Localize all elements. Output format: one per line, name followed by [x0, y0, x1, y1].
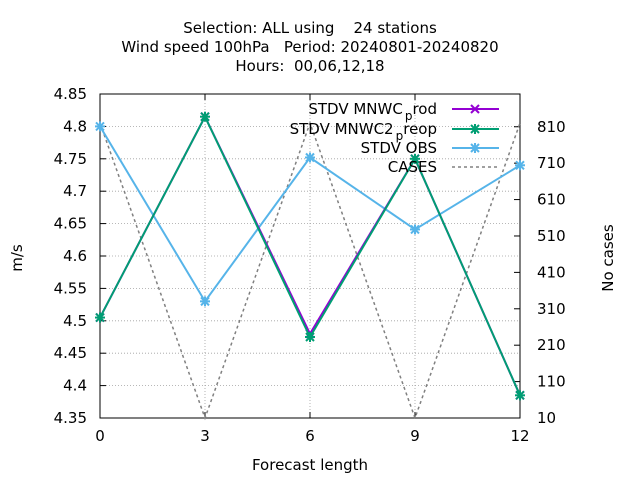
series-mnwc2_preop — [95, 111, 525, 401]
y-tick-label: 4.65 — [54, 215, 87, 233]
y2-tick-label: 310 — [537, 300, 566, 318]
legend-label-main: STDV OBS — [361, 139, 437, 157]
y-tick-label: 4.55 — [54, 279, 87, 297]
y2-tick-label: 510 — [537, 227, 566, 245]
y2-tick-label: 410 — [537, 263, 566, 281]
x-tick-label: 9 — [410, 427, 420, 445]
legend-label-tail: reop — [403, 120, 437, 138]
y-tick-label: 4.85 — [54, 85, 87, 103]
y-tick-label: 4.4 — [63, 377, 87, 395]
title-line-2: Wind speed 100hPa Period: 20240801-20240… — [121, 38, 498, 56]
series-cases — [99, 120, 521, 421]
y2-tick-label: 10 — [537, 409, 556, 427]
y2-axis-label: No cases — [599, 224, 617, 292]
series-obs — [95, 121, 525, 307]
title-line-1: Selection: ALL using 24 stations — [183, 19, 437, 37]
y-tick-label: 4.35 — [54, 409, 87, 427]
chart-title: Selection: ALL using 24 stations Wind sp… — [121, 19, 498, 75]
y2-tick-label: 710 — [537, 154, 566, 172]
x-tick-label: 12 — [510, 427, 529, 445]
series-line — [99, 120, 521, 421]
y-tick-label: 4.75 — [54, 150, 87, 168]
y2-tick-label: 110 — [537, 373, 566, 391]
y-tick-label: 4.8 — [63, 117, 87, 135]
x-tick-label: 0 — [95, 427, 105, 445]
y-tick-label: 4.6 — [63, 247, 87, 265]
x-tick-label: 3 — [200, 427, 210, 445]
y-tick-label: 4.7 — [63, 182, 87, 200]
legend-label: STDV MNWC2 preop — [290, 120, 437, 143]
plot-border — [99, 93, 521, 419]
axes: 0 3 6 9 12 4.35 4.4 4.45 4.5 4.55 4.6 4.65 4.7 4.75 4.… — [54, 85, 566, 445]
y-tick-label: 4.5 — [63, 312, 87, 330]
y2-tick-label: 610 — [537, 191, 566, 209]
series-layer — [95, 111, 525, 421]
grid — [100, 94, 520, 418]
legend-label-sub: p — [405, 109, 413, 123]
legend-label-main: STDV MNWC — [308, 100, 402, 118]
data-point-marker — [470, 104, 480, 114]
x-tick-label: 6 — [305, 427, 315, 445]
x-axis-label: Forecast length — [252, 456, 368, 474]
legend-label-main: CASES — [388, 158, 437, 176]
y-axis-label: m/s — [8, 244, 26, 272]
legend-label-tail: rod — [412, 100, 437, 118]
legend-label-main: STDV MNWC2 — [290, 120, 394, 138]
y2-tick-label: 210 — [537, 336, 566, 354]
legend-label: CASES — [388, 158, 437, 176]
title-line-3: Hours: 00,06,12,18 — [235, 57, 384, 75]
legend-label-sub: p — [396, 129, 404, 143]
y2-tick-label: 810 — [537, 118, 566, 136]
y-tick-label: 4.45 — [54, 344, 87, 362]
legend-label: STDV OBS — [361, 139, 437, 157]
legend-label: STDV MNWC prod — [308, 100, 437, 123]
